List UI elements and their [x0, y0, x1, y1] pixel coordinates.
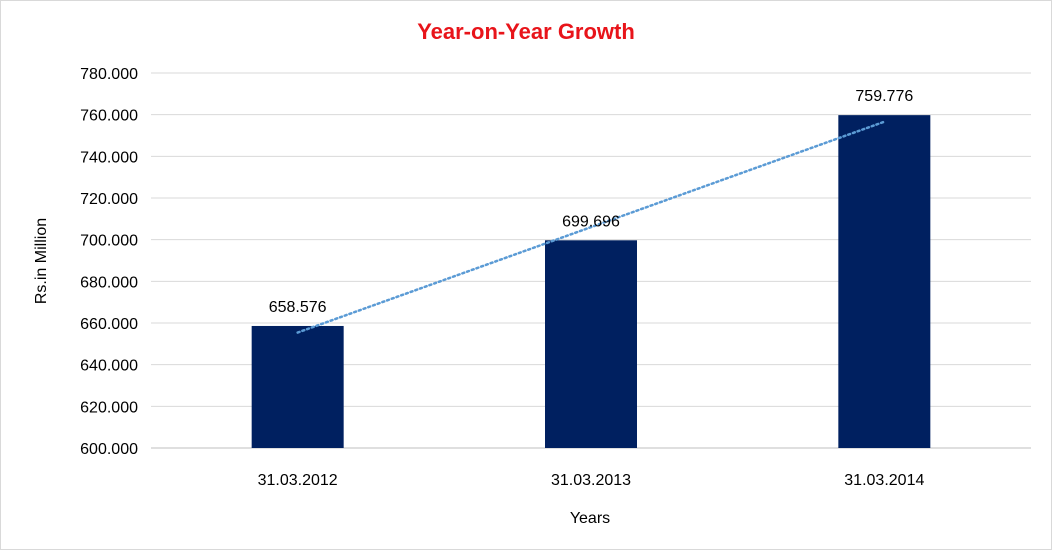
bar-31.03.2013	[545, 240, 637, 448]
data-labels: 658.576 699.696 759.776	[269, 88, 914, 316]
data-label: 658.576	[269, 299, 327, 316]
x-axis-label: Years	[570, 510, 610, 527]
y-axis-tick-labels: 600.000 620.000 640.000 660.000 680.000 700.0…	[80, 66, 138, 458]
chart-title: Year-on-Year Growth	[417, 19, 635, 44]
trendline	[296, 120, 886, 334]
y-tick-label: 760.000	[80, 108, 138, 125]
data-label: 699.696	[562, 213, 620, 230]
y-tick-label: 640.000	[80, 358, 138, 375]
y-tick-label: 660.000	[80, 316, 138, 333]
y-tick-label: 740.000	[80, 149, 138, 166]
bar-31.03.2012	[251, 325, 344, 448]
x-tick-label: 31.03.2012	[258, 472, 338, 489]
x-tick-label: 31.03.2014	[844, 472, 924, 489]
y-tick-label: 600.000	[80, 441, 138, 458]
y-tick-label: 780.000	[80, 66, 138, 83]
trendline-group	[296, 120, 886, 334]
x-tick-label: 31.03.2013	[551, 472, 631, 489]
bar-31.03.2014	[838, 115, 931, 448]
bars	[251, 115, 931, 448]
y-axis-label: Rs.in Million	[33, 218, 50, 304]
x-axis-tick-labels: 31.03.2012 31.03.2013 31.03.2014	[258, 472, 925, 489]
y-tick-label: 700.000	[80, 233, 138, 250]
y-tick-label: 720.000	[80, 191, 138, 208]
data-label: 759.776	[855, 88, 913, 105]
y-tick-label: 620.000	[80, 399, 138, 416]
y-tick-label: 680.000	[80, 274, 138, 291]
